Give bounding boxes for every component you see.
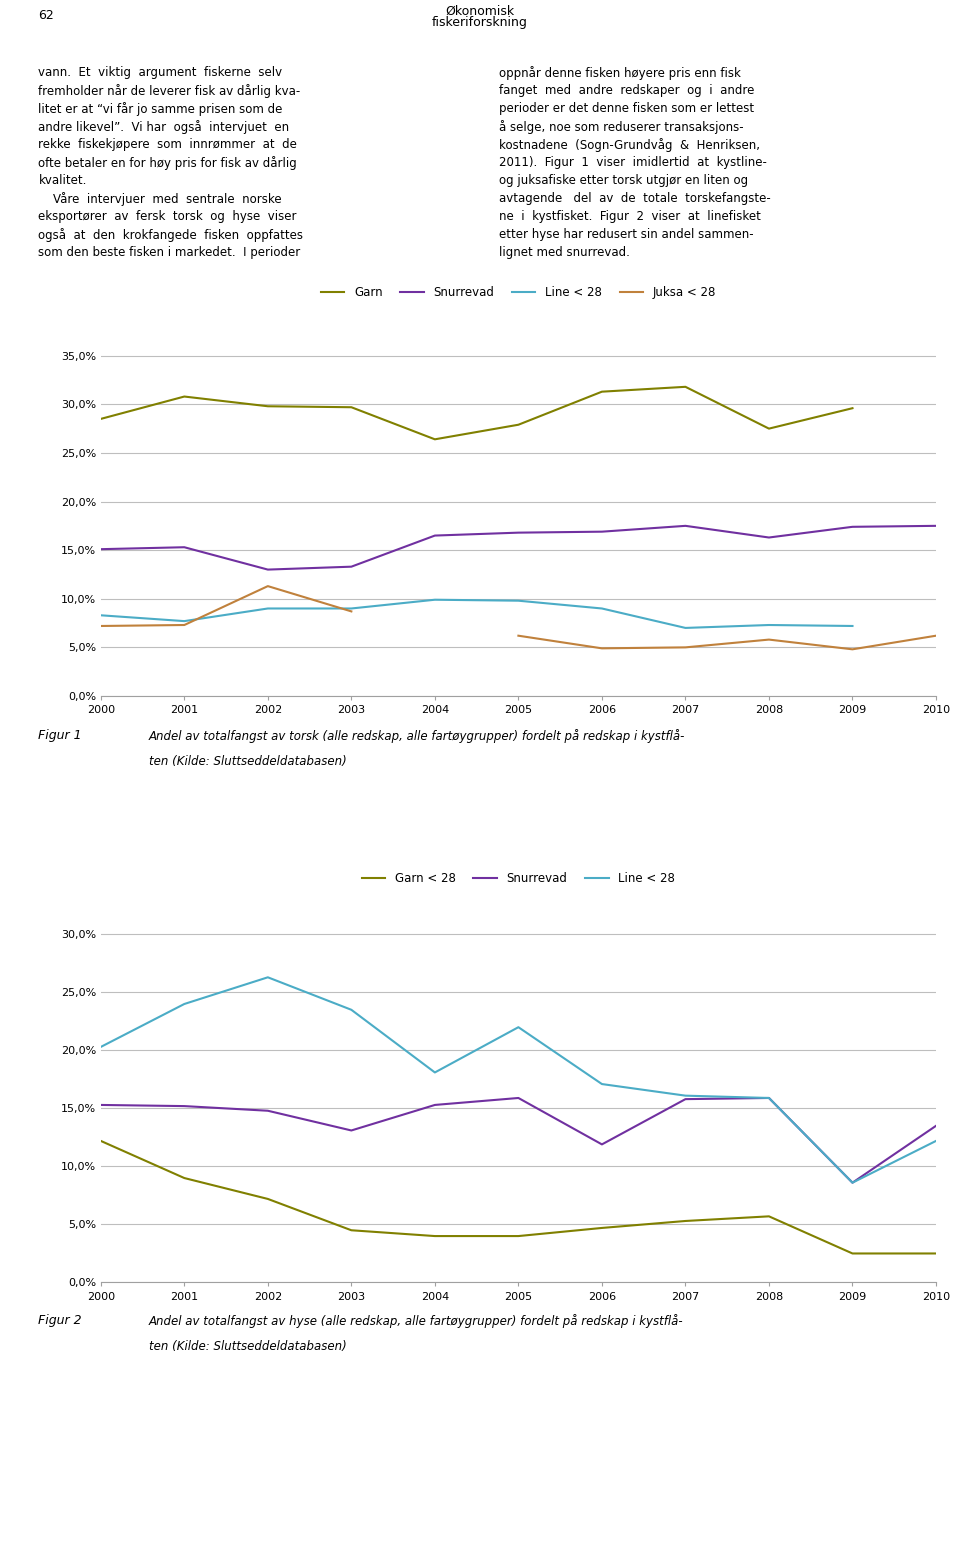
Text: 62: 62	[38, 8, 54, 22]
Text: Figur 2: Figur 2	[38, 1314, 82, 1326]
Text: 2011).  Figur  1  viser  imidlertid  at  kystline-: 2011). Figur 1 viser imidlertid at kystl…	[499, 155, 767, 169]
Text: avtagende   del  av  de  totale  torskefangste-: avtagende del av de totale torskefangste…	[499, 192, 771, 205]
Text: litet er at “vi får jo samme prisen som de: litet er at “vi får jo samme prisen som …	[38, 102, 283, 116]
Text: ten (Kilde: Sluttseddeldatabasen): ten (Kilde: Sluttseddeldatabasen)	[149, 755, 347, 768]
Text: ofte betaler en for høy pris for fisk av dårlig: ofte betaler en for høy pris for fisk av…	[38, 155, 298, 169]
Text: å selge, noe som reduserer transaksjons-: å selge, noe som reduserer transaksjons-	[499, 119, 744, 133]
Text: vann.  Et  viktig  argument  fiskerne  selv: vann. Et viktig argument fiskerne selv	[38, 66, 282, 78]
Text: andre likevel”.  Vi har  også  intervjuet  en: andre likevel”. Vi har også intervjuet e…	[38, 119, 290, 133]
Text: ne  i  kystfisket.  Figur  2  viser  at  linefisket: ne i kystfisket. Figur 2 viser at linefi…	[499, 210, 761, 222]
Legend: Garn < 28, Snurrevad, Line < 28: Garn < 28, Snurrevad, Line < 28	[357, 868, 680, 890]
Text: kostnadene  (Sogn-Grundvåg  &  Henriksen,: kostnadene (Sogn-Grundvåg & Henriksen,	[499, 138, 760, 152]
Text: og juksafiske etter torsk utgjør en liten og: og juksafiske etter torsk utgjør en lite…	[499, 174, 749, 186]
Text: fanget  med  andre  redskaper  og  i  andre: fanget med andre redskaper og i andre	[499, 83, 755, 97]
Text: ten (Kilde: Sluttseddeldatabasen): ten (Kilde: Sluttseddeldatabasen)	[149, 1340, 347, 1353]
Text: Andel av totalfangst av hyse (alle redskap, alle fartøygrupper) fordelt på redsk: Andel av totalfangst av hyse (alle redsk…	[149, 1314, 684, 1328]
Text: kvalitet.: kvalitet.	[38, 174, 86, 186]
Text: fremholder når de leverer fisk av dårlig kva-: fremholder når de leverer fisk av dårlig…	[38, 83, 300, 97]
Text: som den beste fisken i markedet.  I perioder: som den beste fisken i markedet. I perio…	[38, 246, 300, 258]
Legend: Garn, Snurrevad, Line < 28, Juksa < 28: Garn, Snurrevad, Line < 28, Juksa < 28	[316, 282, 721, 303]
Text: perioder er det denne fisken som er lettest: perioder er det denne fisken som er lett…	[499, 102, 755, 114]
Text: også  at  den  krokfangede  fisken  oppfattes: også at den krokfangede fisken oppfattes	[38, 227, 303, 241]
Text: Figur 1: Figur 1	[38, 729, 82, 741]
Text: Økonomisk: Økonomisk	[445, 5, 515, 17]
Text: etter hyse har redusert sin andel sammen-: etter hyse har redusert sin andel sammen…	[499, 227, 754, 241]
Text: oppnår denne fisken høyere pris enn fisk: oppnår denne fisken høyere pris enn fisk	[499, 66, 741, 80]
Text: lignet med snurrevad.: lignet med snurrevad.	[499, 246, 630, 258]
Text: eksportører  av  fersk  torsk  og  hyse  viser: eksportører av fersk torsk og hyse viser	[38, 210, 297, 222]
Text: fiskeriforskning: fiskeriforskning	[432, 16, 528, 28]
Text: Våre  intervjuer  med  sentrale  norske: Våre intervjuer med sentrale norske	[38, 192, 282, 205]
Text: rekke  fiskekjøpere  som  innrømmer  at  de: rekke fiskekjøpere som innrømmer at de	[38, 138, 298, 150]
Text: Andel av totalfangst av torsk (alle redskap, alle fartøygrupper) fordelt på reds: Andel av totalfangst av torsk (alle reds…	[149, 729, 685, 743]
